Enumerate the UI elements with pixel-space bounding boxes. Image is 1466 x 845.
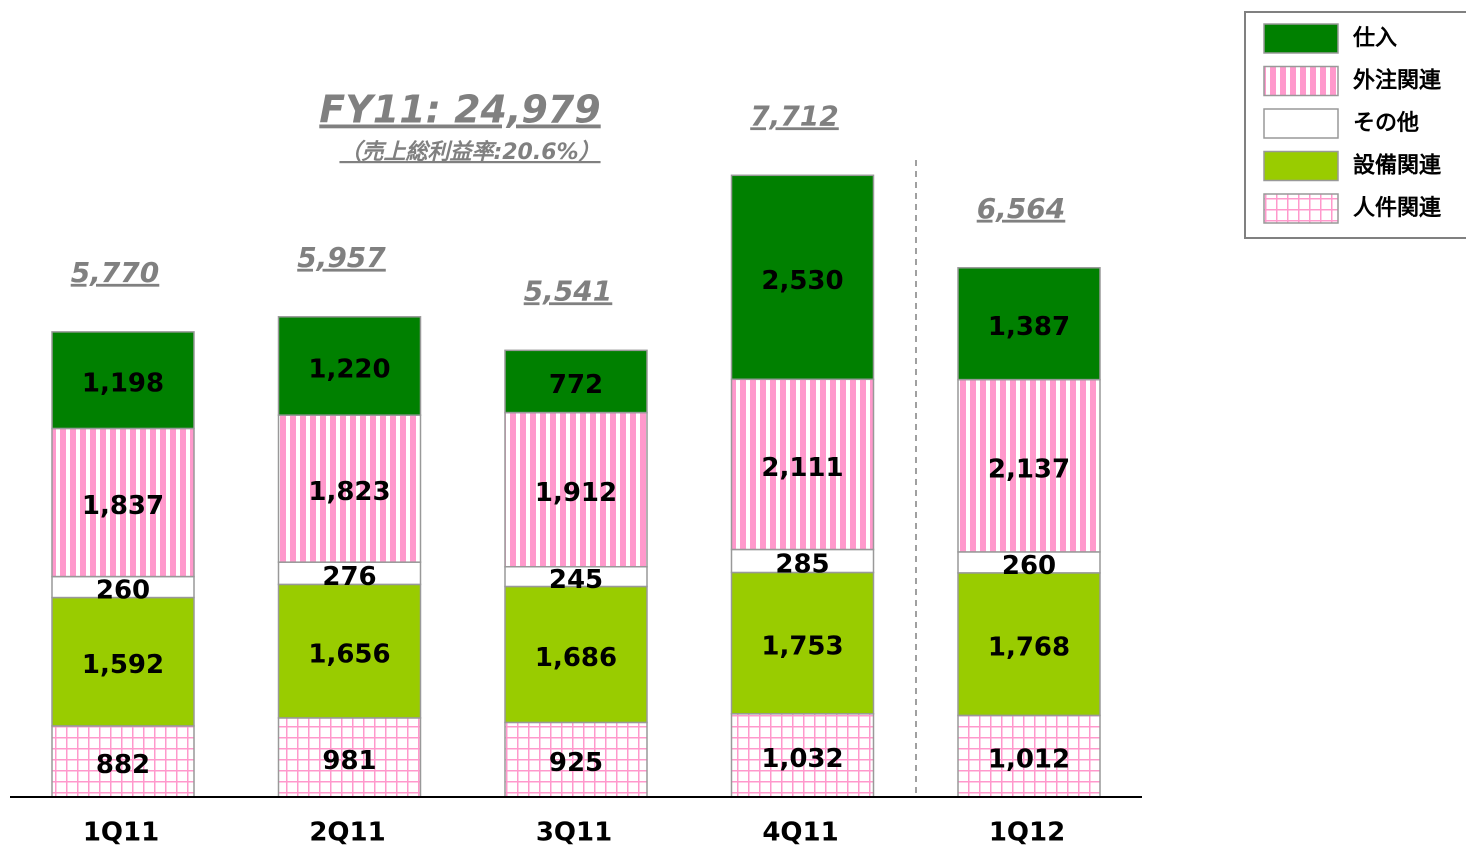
bar-segment <box>730 378 875 551</box>
x-tick-label: 1Q12 <box>989 818 1065 845</box>
legend-swatch <box>1263 150 1339 182</box>
value-label: 1,032 <box>761 744 843 774</box>
value-label: 882 <box>96 750 150 780</box>
value-label: 2,111 <box>761 453 843 483</box>
value-label: 260 <box>96 576 150 606</box>
x-tick-label: 1Q11 <box>83 818 159 845</box>
value-label: 2,530 <box>761 266 843 296</box>
bar-segment <box>277 316 422 416</box>
legend-label: 仕入 <box>1352 26 1397 51</box>
legend-label: その他 <box>1353 111 1419 136</box>
bar-segment <box>730 174 875 381</box>
value-label: 1,686 <box>535 643 617 673</box>
total-label: 5,957 <box>297 241 386 274</box>
total-label: 7,712 <box>750 99 839 132</box>
legend-label: 設備関連 <box>1353 153 1442 179</box>
bar-segment <box>51 331 195 430</box>
legend-label: 人件関連 <box>1353 196 1442 221</box>
value-label: 276 <box>322 562 376 592</box>
value-label: 1,387 <box>988 312 1070 342</box>
value-label: 1,592 <box>82 650 164 680</box>
value-label: 981 <box>322 746 376 776</box>
value-label: 245 <box>549 565 603 595</box>
bar-segment <box>277 583 422 719</box>
annotation: FY11: 24,979 <box>319 88 600 132</box>
bar-segment <box>504 721 648 798</box>
value-label: 1,012 <box>988 745 1070 775</box>
value-label: 1,768 <box>988 633 1070 663</box>
value-label: 260 <box>1002 551 1056 581</box>
legend-label: 外注関連 <box>1353 68 1442 94</box>
bar-segment <box>504 585 648 724</box>
bar-segment <box>957 714 1101 798</box>
value-label: 1,912 <box>535 478 617 508</box>
value-label: 285 <box>775 549 829 579</box>
value-label: 772 <box>549 370 603 400</box>
total-label: 6,564 <box>977 192 1066 225</box>
bar-segment <box>277 414 422 563</box>
bar-segment <box>957 267 1101 381</box>
legend-swatch <box>1263 193 1339 224</box>
x-tick-label: 3Q11 <box>536 818 612 845</box>
bar-segment <box>504 349 648 414</box>
value-label: 1,220 <box>308 354 390 384</box>
bar-segment <box>730 571 875 715</box>
x-tick-label: 4Q11 <box>762 818 838 845</box>
total-label: 5,770 <box>71 256 160 289</box>
bar-segment <box>51 725 195 798</box>
bar-segment <box>730 713 875 798</box>
bar-segment <box>504 411 648 568</box>
value-label: 1,753 <box>761 632 843 662</box>
legend-swatch <box>1263 108 1339 139</box>
total-label: 5,541 <box>524 274 613 307</box>
value-label: 925 <box>549 748 603 778</box>
legend-swatch <box>1263 23 1339 54</box>
x-tick-label: 2Q11 <box>309 818 385 845</box>
annotation-sub: （売上総利益率:20.6%） <box>339 139 600 165</box>
value-label: 1,656 <box>308 640 390 670</box>
value-label: 1,823 <box>308 477 390 507</box>
bar-segment <box>957 378 1101 553</box>
bar-segment <box>51 427 195 578</box>
value-label: 1,837 <box>82 491 164 521</box>
value-label: 1,198 <box>82 369 164 399</box>
bar-segment <box>957 572 1101 717</box>
legend-swatch <box>1263 65 1339 97</box>
value-label: 2,137 <box>988 454 1070 484</box>
